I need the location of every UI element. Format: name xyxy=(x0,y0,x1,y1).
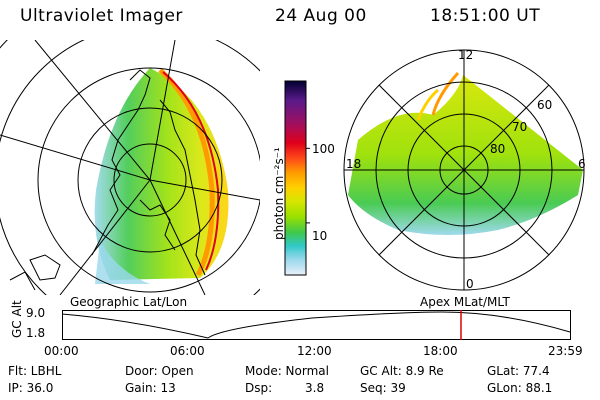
seq-info: Seq: 39 xyxy=(360,381,406,395)
door-info: Door: Open xyxy=(125,364,194,378)
time-label: 18:51:00 UT xyxy=(430,6,541,26)
mode-info: Mode: Normal xyxy=(245,364,329,378)
altitude-xtick-1200: 12:00 xyxy=(297,344,332,358)
lat-label-60: 60 xyxy=(537,98,553,112)
altitude-xtick-0600: 06:00 xyxy=(170,344,205,358)
geographic-panel-label: Geographic Lat/Lon xyxy=(70,295,188,309)
altitude-xtick-1800: 18:00 xyxy=(423,344,458,358)
colorbar xyxy=(284,80,310,276)
altitude-ylabel: GC Alt xyxy=(10,300,24,338)
apex-panel-label: Apex MLat/MLT xyxy=(420,295,510,309)
lat-label-80: 80 xyxy=(490,142,506,156)
glat-info: GLat: 77.4 xyxy=(487,364,550,378)
glon-info: GLon: 88.1 xyxy=(487,381,553,395)
colorbar-tick-100: 100 xyxy=(312,142,335,156)
mlt-label-6: 6 xyxy=(578,157,586,171)
mlt-label-12: 12 xyxy=(458,48,474,62)
dsp-label: Dsp: xyxy=(245,381,273,395)
filter-info: Flt: LBHL xyxy=(8,364,62,378)
altitude-xtick-2359: 23:59 xyxy=(548,344,583,358)
mlt-label-18: 18 xyxy=(346,157,362,171)
polar-mlt-panel xyxy=(343,49,585,291)
gc-alt-info: GC Alt: 8.9 Re xyxy=(360,364,444,378)
ip-info: IP: 36.0 xyxy=(8,381,54,395)
mlt-label-0: 0 xyxy=(466,277,474,291)
altitude-xtick-0000: 00:00 xyxy=(44,344,79,358)
dsp-value: 3.8 xyxy=(305,381,325,395)
colorbar-unit-label: photon cm⁻²s⁻¹ xyxy=(272,147,286,240)
altitude-ytick-9: 9.0 xyxy=(26,306,46,320)
colorbar-tick-10: 10 xyxy=(312,229,328,243)
altitude-ytick-1-8: 1.8 xyxy=(26,326,46,340)
geographic-image-panel xyxy=(0,40,260,295)
gain-info: Gain: 13 xyxy=(125,381,176,395)
date-label: 24 Aug 00 xyxy=(275,6,367,26)
lat-label-70: 70 xyxy=(512,120,528,134)
instrument-title: Ultraviolet Imager xyxy=(20,6,183,26)
altitude-plot xyxy=(62,310,571,340)
